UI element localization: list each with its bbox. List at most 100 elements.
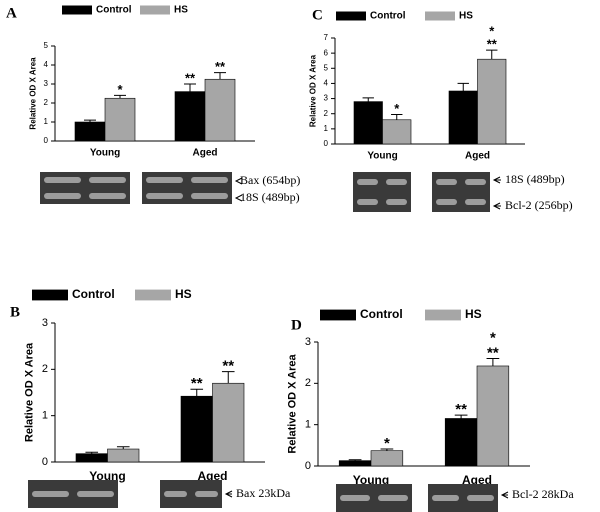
error-bar — [380, 448, 394, 451]
arrow — [234, 194, 243, 202]
gel-band — [191, 177, 228, 183]
y-tick-label: 0 — [324, 139, 329, 148]
arrow — [492, 176, 501, 184]
x-tick-label: Young — [89, 469, 125, 483]
x-tick-label: Aged — [462, 473, 492, 487]
x-tick-label: Young — [90, 148, 120, 159]
bar — [75, 453, 108, 463]
significance-label: * — [490, 330, 496, 347]
error-bar — [214, 72, 226, 80]
bar — [444, 418, 478, 467]
y-tick-label: 3 — [305, 336, 311, 348]
y-tick-label: 3 — [324, 94, 329, 103]
arrow — [500, 491, 509, 499]
y-axis-label: Relative OD X Area — [309, 54, 318, 127]
x-tick-label: Aged — [198, 469, 228, 483]
gel-band — [436, 199, 457, 205]
panel-letter: B — [10, 304, 20, 320]
error-bar — [116, 446, 130, 450]
significance-label: ** — [487, 37, 498, 52]
significance-label: * — [384, 435, 390, 452]
gel-band — [191, 193, 228, 199]
significance-label: * — [117, 82, 123, 97]
bar — [104, 97, 136, 142]
significance-label: ** — [191, 375, 203, 392]
error-bar — [486, 358, 500, 366]
significance-label: ** — [487, 345, 499, 362]
gel-image — [353, 172, 411, 212]
legend-swatch — [336, 11, 366, 21]
legend-swatch — [320, 309, 356, 321]
bar — [382, 119, 412, 145]
gel-band — [44, 177, 81, 183]
y-tick-label: 0 — [305, 460, 311, 472]
gel-band — [357, 199, 378, 205]
y-tick-label: 4 — [324, 79, 329, 88]
band-label: Bax (654bp) — [240, 173, 300, 187]
bar — [174, 91, 206, 142]
gel-band — [465, 199, 486, 205]
legend-swatch — [425, 309, 461, 321]
y-tick-label: 2 — [42, 363, 48, 375]
gel-band — [44, 193, 81, 199]
error-bar — [362, 97, 374, 102]
y-tick-label: 7 — [324, 33, 329, 42]
significance-label: * — [489, 24, 495, 39]
legend-label: Control — [370, 11, 406, 22]
legend-swatch — [140, 5, 170, 15]
panel-letter: D — [291, 317, 302, 333]
significance-label: ** — [222, 358, 234, 375]
gel-band — [89, 193, 126, 199]
error-bar — [348, 459, 362, 461]
gel-band — [146, 193, 183, 199]
panel-letter: C — [312, 7, 323, 23]
legend-label: HS — [459, 11, 473, 22]
y-tick-label: 0 — [42, 456, 48, 468]
arrow — [492, 202, 501, 210]
y-axis-label: Relative OD X Area — [24, 342, 36, 442]
gel-band — [146, 177, 183, 183]
legend-label: HS — [174, 5, 188, 16]
error-bar — [114, 94, 126, 99]
bar — [212, 382, 245, 463]
gel-image — [432, 172, 490, 212]
gel-band — [89, 177, 126, 183]
band-label: Bcl-2 28kDa — [512, 487, 574, 501]
legend-label: Control — [96, 5, 132, 16]
bar — [353, 101, 383, 145]
arrow — [234, 177, 243, 185]
legend-swatch — [425, 11, 455, 21]
band-label: Bcl-2 (256bp) — [505, 198, 573, 212]
panel-letter: A — [6, 5, 17, 21]
bar — [107, 448, 140, 463]
y-axis-label: Relative OD X Area — [29, 57, 38, 130]
bar — [370, 450, 404, 467]
y-tick-label: 1 — [42, 410, 48, 422]
legend-swatch — [135, 289, 171, 301]
legend-label: HS — [175, 287, 192, 301]
gel-band — [164, 491, 187, 497]
gel-band — [465, 179, 486, 185]
significance-label: ** — [455, 401, 467, 418]
error-bar — [391, 113, 403, 120]
y-tick-label: 2 — [324, 109, 329, 118]
legend-swatch — [32, 289, 68, 301]
x-tick-label: Aged — [193, 148, 218, 159]
y-tick-label: 5 — [44, 41, 49, 50]
error-bar — [457, 82, 469, 91]
y-axis-label: Relative OD X Area — [287, 353, 299, 453]
error-bar — [221, 371, 235, 384]
gel-band — [32, 491, 69, 497]
x-tick-label: Young — [353, 473, 389, 487]
y-tick-label: 6 — [324, 48, 329, 57]
y-tick-label: 2 — [305, 377, 311, 389]
gel-band — [386, 199, 407, 205]
gel-band — [432, 495, 459, 501]
x-tick-label: Young — [367, 151, 397, 162]
y-tick-label: 4 — [44, 60, 49, 69]
band-label: 18S (489bp) — [505, 172, 565, 186]
band-label: 18S (489bp) — [240, 190, 300, 204]
legend-label: Control — [72, 287, 115, 301]
bar — [338, 460, 372, 467]
